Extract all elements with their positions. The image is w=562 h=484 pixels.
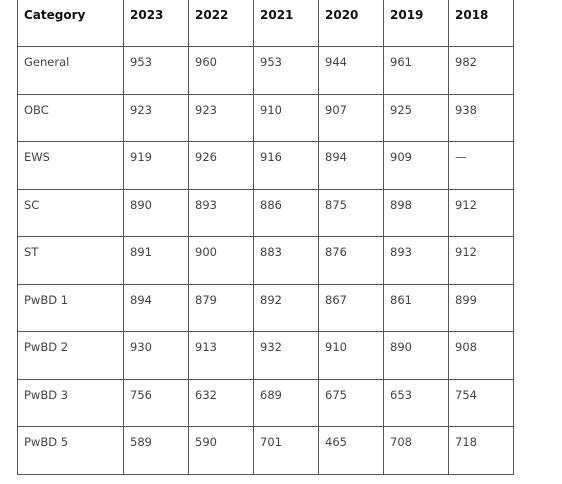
value-cell: 913: [188, 331, 254, 380]
value-cell: 589: [123, 426, 189, 475]
value-cell: 675: [318, 378, 384, 427]
value-cell: 893: [383, 236, 449, 285]
value-cell: 932: [253, 331, 319, 380]
header-cell: Category: [17, 0, 124, 47]
header-cell: 2019: [383, 0, 449, 47]
value-cell: 689: [253, 378, 319, 427]
value-cell: 894: [318, 141, 384, 190]
value-cell: 890: [383, 331, 449, 380]
value-cell: 919: [123, 141, 189, 190]
value-cell: —: [448, 141, 514, 190]
value-cell: 894: [123, 283, 189, 332]
value-cell: 590: [188, 426, 254, 475]
header-cell: 2021: [253, 0, 319, 47]
value-cell: 898: [383, 188, 449, 237]
value-cell: 910: [318, 331, 384, 380]
value-cell: 961: [383, 46, 449, 95]
table-row: General 953 960 953 944 961 982: [17, 46, 514, 95]
header-cell: 2022: [188, 0, 254, 47]
category-cell: PwBD 3: [17, 378, 124, 427]
value-cell: 861: [383, 283, 449, 332]
value-cell: 910: [253, 93, 319, 142]
value-cell: 953: [253, 46, 319, 95]
value-cell: 876: [318, 236, 384, 285]
table-row: EWS 919 926 916 894 909—: [17, 141, 514, 190]
value-cell: 908: [448, 331, 514, 380]
cutoff-table: Category 2023 2022 2021 2020 2019 2018 General…: [17, 0, 514, 475]
value-cell: 875: [318, 188, 384, 237]
table-row: PwBD 1 894 879 892 867 861 899: [17, 283, 514, 332]
category-cell: General: [17, 46, 124, 95]
value-cell: 944: [318, 46, 384, 95]
value-cell: 754: [448, 378, 514, 427]
value-cell: 960: [188, 46, 254, 95]
table-row: PwBD 5 589 590 701 465 708 718: [17, 426, 514, 475]
category-cell: EWS: [17, 141, 124, 190]
value-cell: 930: [123, 331, 189, 380]
category-cell: ST: [17, 236, 124, 285]
value-cell: 886: [253, 188, 319, 237]
category-cell: SC: [17, 188, 124, 237]
value-cell: 923: [123, 93, 189, 142]
table-row: PwBD 2 930 913 932 910 890 908: [17, 331, 514, 380]
value-cell: 465: [318, 426, 384, 475]
value-cell: 912: [448, 236, 514, 285]
table-container: Category 2023 2022 2021 2020 2019 2018 General…: [17, 0, 514, 475]
value-cell: 953: [123, 46, 189, 95]
value-cell: 653: [383, 378, 449, 427]
category-cell: PwBD 2: [17, 331, 124, 380]
header-row: Category 2023 2022 2021 2020 2019 2018: [17, 0, 514, 47]
value-cell: 892: [253, 283, 319, 332]
value-cell: 923: [188, 93, 254, 142]
value-cell: 879: [188, 283, 254, 332]
value-cell: 938: [448, 93, 514, 142]
value-cell: 890: [123, 188, 189, 237]
header-cell: 2020: [318, 0, 384, 47]
value-cell: 867: [318, 283, 384, 332]
value-cell: 925: [383, 93, 449, 142]
value-cell: 916: [253, 141, 319, 190]
value-cell: 982: [448, 46, 514, 95]
value-cell: 891: [123, 236, 189, 285]
value-cell: 632: [188, 378, 254, 427]
value-cell: 912: [448, 188, 514, 237]
table-header: Category 2023 2022 2021 2020 2019 2018: [17, 0, 514, 47]
value-cell: 900: [188, 236, 254, 285]
table-row: PwBD 3 756 632 689 675 653 754: [17, 378, 514, 427]
value-cell: 718: [448, 426, 514, 475]
value-cell: 701: [253, 426, 319, 475]
value-cell: 907: [318, 93, 384, 142]
category-cell: OBC: [17, 93, 124, 142]
table-row: OBC 923 923 910 907 925 938: [17, 93, 514, 142]
category-cell: PwBD 1: [17, 283, 124, 332]
table-body: General 953 960 953 944 961 982 OBC 923 923 910 907…: [17, 46, 514, 475]
value-cell: 756: [123, 378, 189, 427]
header-cell: 2023: [123, 0, 189, 47]
header-cell: 2018: [448, 0, 514, 47]
value-cell: 909: [383, 141, 449, 190]
table-row: SC 890 893 886 875 898 912: [17, 188, 514, 237]
value-cell: 899: [448, 283, 514, 332]
value-cell: 708: [383, 426, 449, 475]
value-cell: 893: [188, 188, 254, 237]
value-cell: 883: [253, 236, 319, 285]
table-row: ST 891 900 883 876 893 912: [17, 236, 514, 285]
category-cell: PwBD 5: [17, 426, 124, 475]
value-cell: 926: [188, 141, 254, 190]
